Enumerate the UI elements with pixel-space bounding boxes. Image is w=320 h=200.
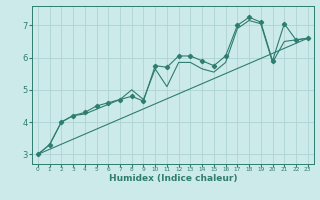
X-axis label: Humidex (Indice chaleur): Humidex (Indice chaleur)	[108, 174, 237, 183]
